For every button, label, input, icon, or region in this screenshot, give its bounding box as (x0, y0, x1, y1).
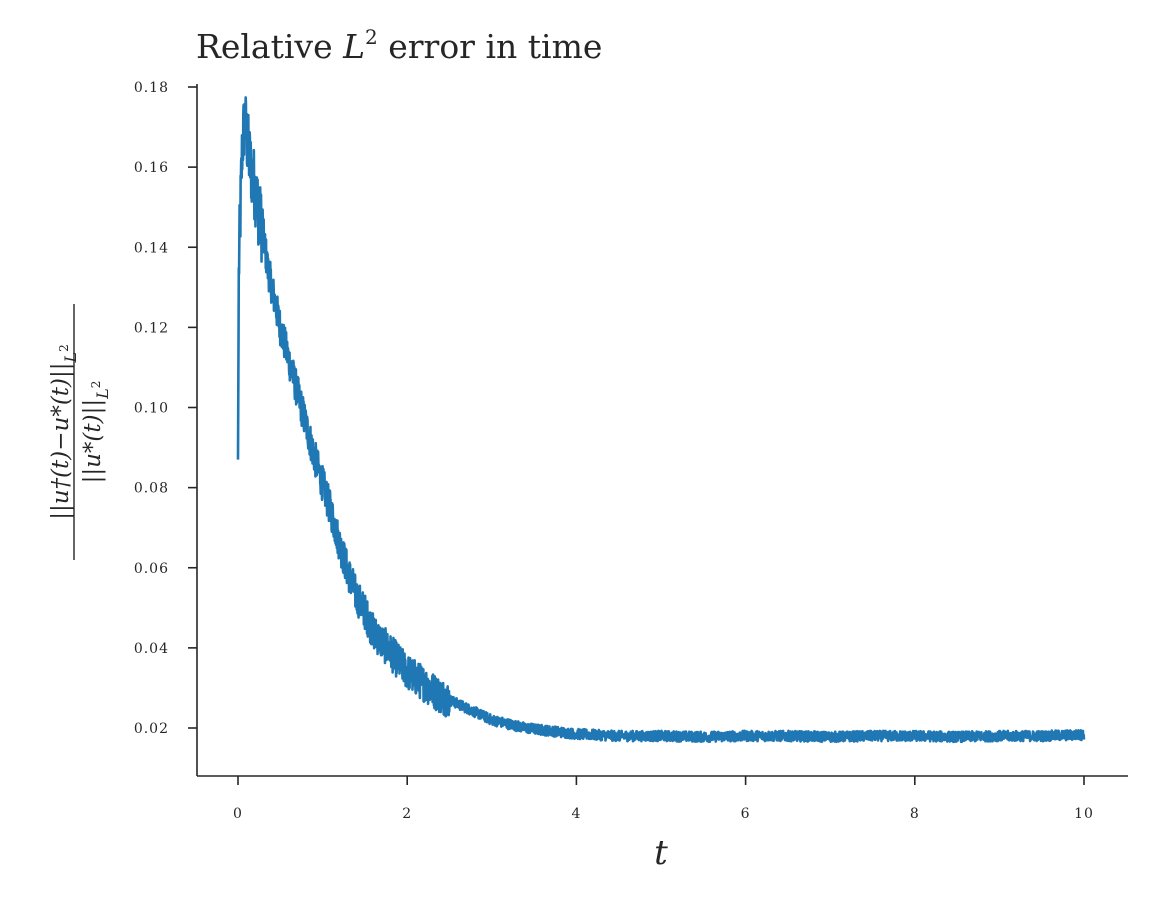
y-label-numerator-subsup: 2 (57, 344, 71, 352)
x-ticks: 0 2 4 6 8 10 (233, 776, 1094, 822)
title-prefix: Relative (196, 27, 343, 66)
title-sup: 2 (365, 25, 378, 49)
y-tick-label: 0.08 (134, 481, 169, 497)
y-tick-label: 0.10 (134, 401, 169, 417)
x-tick-label: 10 (1074, 806, 1094, 822)
y-axis-label: ||u†(t)−u*(t)||L2 ||u*(t)||L2 (48, 304, 112, 560)
y-label-numerator-sub: L (61, 352, 80, 364)
y-tick-label: 0.16 (134, 160, 169, 176)
y-tick-label: 0.18 (134, 80, 169, 96)
y-label-numerator: ||u†(t)−u*(t)||L2 (48, 344, 80, 520)
y-label-denominator-text: ||u*(t)|| (80, 399, 106, 484)
y-label-denominator-subsup: 2 (89, 381, 103, 389)
x-tick-label: 4 (571, 806, 581, 822)
y-tick-label: 0.06 (134, 561, 169, 577)
y-label-denominator-sub: L (93, 388, 112, 400)
title-math: L (342, 27, 365, 66)
x-tick-label: 2 (402, 806, 412, 822)
y-label-numerator-text: ||u†(t)−u*(t)|| (48, 362, 74, 519)
series-group (236, 96, 1086, 744)
x-axis-label: t (654, 833, 668, 873)
y-tick-label: 0.02 (134, 721, 169, 737)
x-tick-label: 6 (741, 806, 751, 822)
y-label-denominator: ||u*(t)||L2 (80, 381, 112, 484)
x-tick-label: 0 (233, 806, 243, 822)
series-line (236, 96, 1086, 744)
title-suffix: error in time (378, 27, 603, 66)
y-tick-label: 0.12 (134, 320, 169, 336)
x-tick-label: 8 (910, 806, 920, 822)
y-tick-label: 0.04 (134, 641, 169, 657)
chart-title: Relative L2 error in time (196, 25, 602, 66)
y-ticks: 0.02 0.04 0.06 0.08 0.10 0.12 0.14 0.16 0.18 (134, 80, 197, 737)
y-tick-label: 0.14 (134, 240, 169, 256)
